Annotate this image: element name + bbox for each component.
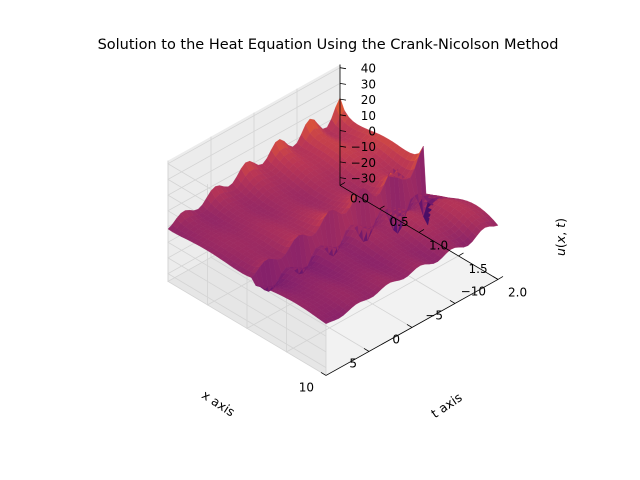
t-tick-mark	[339, 182, 346, 186]
x-tick-label: −10	[461, 284, 486, 298]
x-tick-mark	[320, 372, 327, 376]
t-tick-label: 2.0	[508, 285, 527, 299]
z-tick-mark	[339, 83, 347, 85]
z-tick-label: −10	[351, 140, 376, 154]
t-tick-mark	[379, 205, 385, 210]
x-axis-label: x axis	[199, 387, 238, 419]
x-tick-label: 0	[392, 332, 400, 346]
z-tick-mark	[339, 114, 347, 117]
x-tick-label: 5	[349, 356, 357, 370]
z-tick-label: −20	[351, 156, 376, 170]
z-tick-label: 30	[361, 77, 376, 91]
chart-title: Solution to the Heat Equation Using the …	[98, 37, 559, 53]
z-tick-mark	[339, 130, 347, 132]
z-tick-mark	[339, 177, 347, 179]
x-tick-mark	[406, 324, 413, 328]
z-tick-mark	[339, 98, 347, 101]
x-tick-mark	[492, 276, 499, 280]
t-tick-label: 0.5	[390, 215, 409, 229]
z-tick-label: 40	[361, 62, 376, 76]
t-tick-label: 0.0	[350, 191, 369, 205]
z-axis-label: u(x, t)	[553, 218, 568, 256]
tick-labels: 1050−5−100.00.51.01.52.0−30−20−100102030…	[299, 62, 527, 395]
z-tick-mark	[339, 161, 347, 164]
t-tick-label: 1.0	[429, 238, 448, 252]
surface-mesh	[167, 97, 499, 325]
surface-patch	[488, 219, 499, 227]
z-tick-label: 0	[368, 124, 376, 138]
t-axis-label: t axis	[428, 390, 465, 421]
t-tick-mark	[497, 276, 504, 280]
z-tick-mark	[339, 67, 347, 70]
axis-lines	[320, 64, 504, 376]
x-tick-label: −5	[425, 308, 443, 322]
x-tick-label: 10	[299, 380, 314, 394]
z-tick-label: 10	[361, 109, 376, 123]
x-tick-mark	[449, 300, 456, 304]
t-tick-label: 1.5	[469, 262, 488, 276]
x-tick-mark	[363, 348, 370, 352]
z-tick-mark	[339, 145, 347, 148]
t-tick-mark	[418, 229, 425, 233]
t-tick-mark	[458, 252, 464, 257]
z-tick-label: −30	[351, 172, 376, 186]
z-tick-label: 20	[361, 93, 376, 107]
